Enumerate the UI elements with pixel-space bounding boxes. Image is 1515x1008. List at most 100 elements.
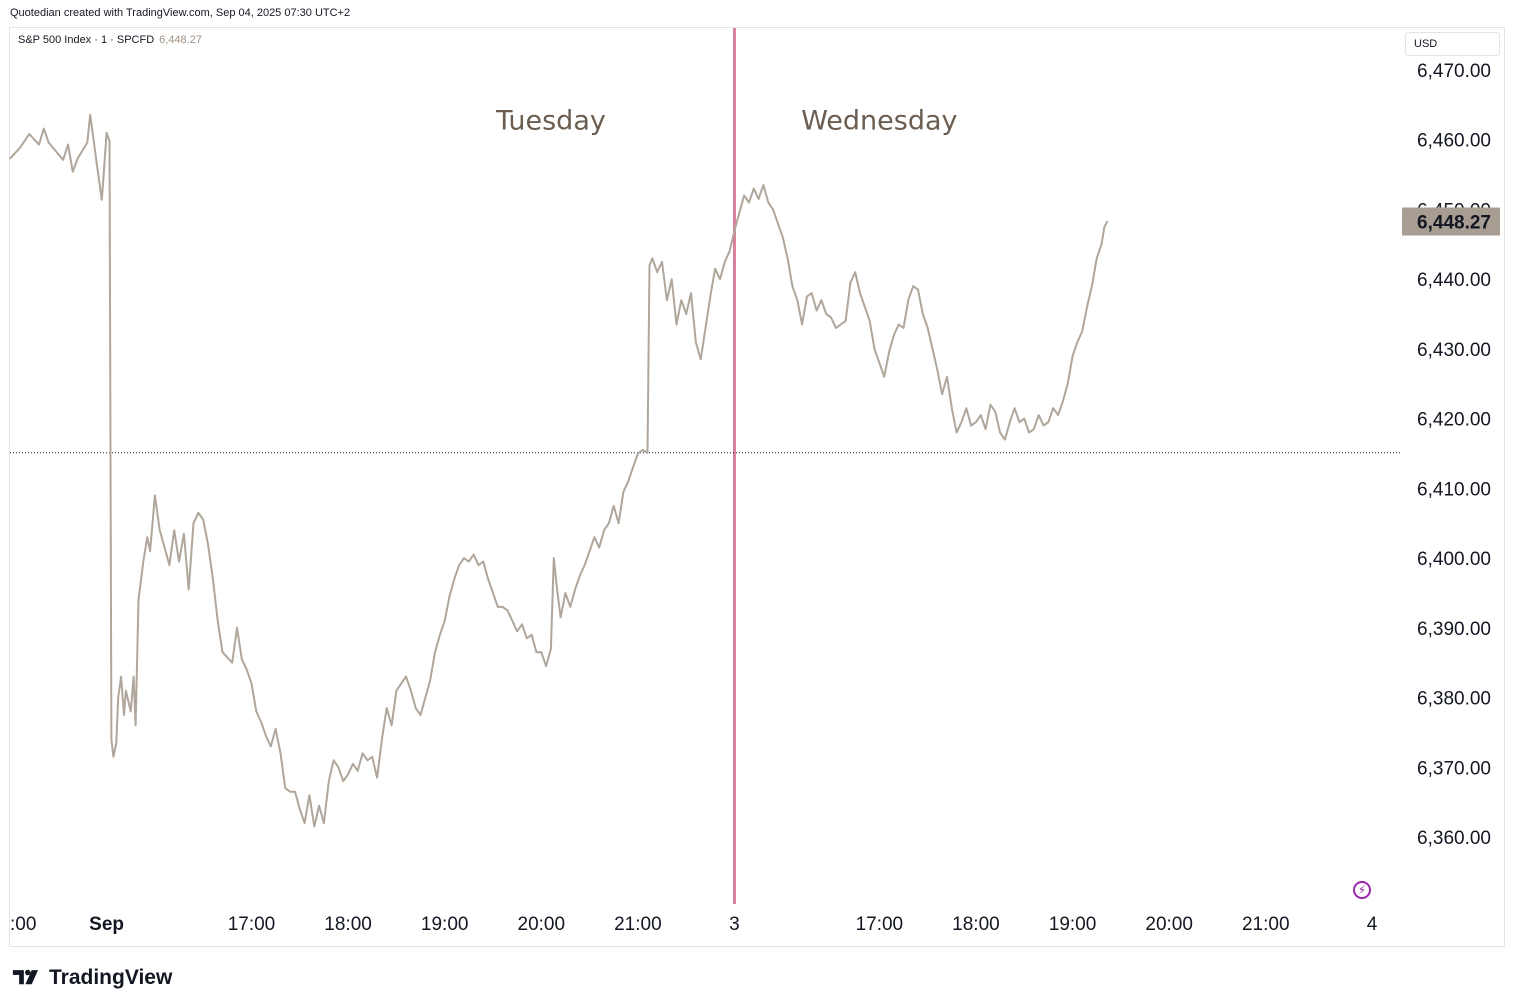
data-point <box>313 825 315 828</box>
tradingview-logo-text: TradingView <box>49 966 173 989</box>
data-point <box>109 452 112 455</box>
data-point <box>275 728 277 730</box>
data-point <box>1081 330 1083 333</box>
attribution-text: Quotedian created with TradingView.com, … <box>10 7 351 19</box>
x-tick-label: 21:00 <box>614 914 662 935</box>
data-point <box>1100 243 1103 245</box>
data-point <box>564 592 567 594</box>
data-point <box>308 794 310 796</box>
data-point <box>304 822 306 824</box>
data-point <box>434 651 436 653</box>
data-point <box>347 773 349 775</box>
lightning-icon[interactable]: ⚡ <box>1353 881 1371 899</box>
data-point <box>956 432 958 434</box>
currency-selector[interactable]: USD <box>1405 32 1500 56</box>
data-point <box>159 529 161 531</box>
data-point <box>1072 355 1074 357</box>
data-point <box>221 651 224 653</box>
data-point <box>714 268 716 270</box>
data-point <box>917 289 919 291</box>
data-point <box>753 187 755 190</box>
data-point <box>704 327 707 329</box>
data-point <box>192 522 195 524</box>
data-point <box>531 634 533 636</box>
data-point <box>173 529 175 531</box>
data-point <box>782 236 784 238</box>
data-point <box>869 320 871 322</box>
data-point <box>1043 425 1045 427</box>
data-point <box>333 759 335 761</box>
y-tick-label: 6,370.00 <box>1417 758 1491 779</box>
data-point <box>149 550 151 552</box>
x-tick-label: 17:00 <box>856 914 904 935</box>
data-point <box>772 208 774 211</box>
data-point <box>468 561 470 563</box>
data-point <box>806 296 808 298</box>
data-point <box>975 421 977 423</box>
y-tick-label: 6,390.00 <box>1417 619 1491 640</box>
x-tick-label: 3 <box>729 914 740 935</box>
tradingview-logo: TradingView <box>11 965 172 991</box>
data-point <box>241 658 243 660</box>
data-point <box>931 348 934 350</box>
y-tick-label: 6,430.00 <box>1417 340 1491 361</box>
data-point <box>448 595 451 598</box>
data-point <box>135 724 137 727</box>
data-point <box>125 690 127 692</box>
data-point <box>255 710 257 713</box>
data-point <box>661 261 663 263</box>
data-point <box>535 651 538 653</box>
data-point <box>584 564 586 566</box>
data-point <box>294 791 296 793</box>
x-tick-label: 19:00 <box>421 914 469 935</box>
data-point <box>864 306 866 308</box>
data-point <box>366 759 368 761</box>
data-point <box>671 278 673 280</box>
data-point <box>289 791 291 793</box>
data-point <box>656 271 658 273</box>
data-point <box>796 299 798 301</box>
data-point <box>405 676 407 678</box>
data-point <box>362 752 364 754</box>
data-point <box>250 683 253 685</box>
data-point <box>101 199 103 201</box>
data-point <box>898 323 900 326</box>
data-point <box>381 738 383 741</box>
data-point <box>854 271 856 273</box>
data-point <box>569 606 571 608</box>
data-point <box>777 222 779 224</box>
annotation-tuesday: Tuesday <box>495 105 606 136</box>
data-point <box>825 313 827 315</box>
data-point <box>217 620 219 622</box>
x-tick-label: 18:00 <box>324 914 372 935</box>
data-point <box>951 407 953 409</box>
data-point <box>733 229 736 231</box>
data-point <box>579 574 581 577</box>
data-point <box>820 299 823 301</box>
legend-symbol: S&P 500 Index · 1 · SPCFD <box>18 34 155 46</box>
data-point <box>980 414 982 416</box>
data-point <box>463 557 465 559</box>
data-point <box>86 141 88 144</box>
data-point <box>603 529 605 531</box>
data-point <box>695 341 697 343</box>
data-point <box>439 634 441 636</box>
tradingview-logo-icon <box>12 969 38 985</box>
data-point <box>1076 341 1078 343</box>
data-point <box>762 184 765 186</box>
data-point <box>415 707 417 709</box>
data-point <box>38 144 40 146</box>
chart-frame <box>9 27 1505 947</box>
data-point <box>120 676 122 678</box>
data-point <box>902 327 905 329</box>
data-point <box>154 494 156 496</box>
data-point <box>608 522 610 524</box>
data-point <box>553 557 555 559</box>
data-point <box>502 606 504 608</box>
data-point <box>323 822 325 824</box>
data-point <box>685 313 687 315</box>
data-point <box>666 299 668 301</box>
data-point <box>801 323 803 326</box>
data-point <box>700 358 702 360</box>
